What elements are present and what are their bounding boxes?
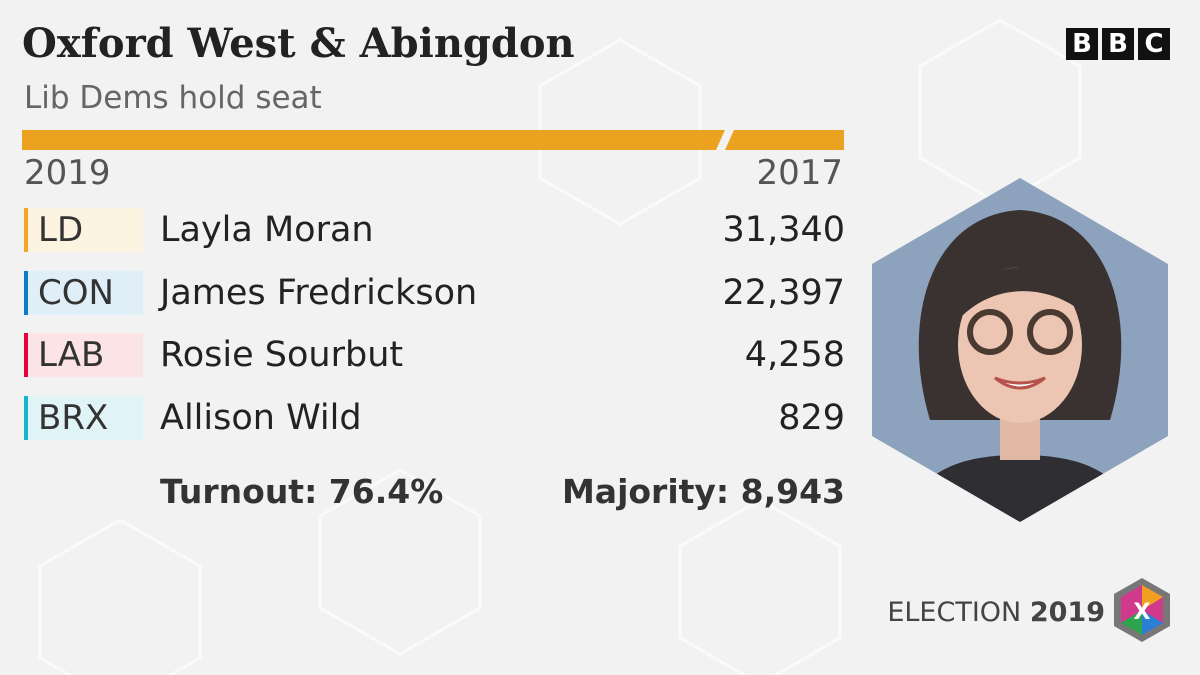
majority: Majority: 8,943 [561,472,845,511]
logo-letter: B [1066,28,1098,60]
candidate-name: Rosie Sourbut [160,335,404,375]
title: Oxford West & Abingdon [22,20,575,67]
party-label: BRX [24,395,143,440]
subtitle: Lib Dems hold seat [24,80,322,116]
election-word: ELECTION [887,597,1022,628]
vote-count: 4,258 [744,335,845,375]
vote-count: 829 [778,397,845,438]
party-label: LD [24,208,143,252]
party-label: LAB [24,333,143,377]
year-label: 2017 [756,153,843,193]
election-badge: X [1114,578,1170,642]
candidate-photo [872,178,1168,522]
candidate-name: Allison Wild [160,397,362,438]
turnout: Turnout: 76.4% [160,472,444,511]
election-label: ELECTION 2019 [887,597,1105,628]
header-bar [22,130,725,150]
election-year: 2019 [1029,597,1105,628]
logo-letter: C [1138,28,1170,60]
year-label: 2019 [24,153,111,193]
candidate-name: Layla Moran [160,210,374,250]
party-label: CON [24,270,143,315]
vote-count: 31,340 [722,210,845,250]
vote-count: 22,397 [722,272,845,313]
badge-letter: X [1134,600,1151,625]
header-bar [725,130,844,150]
logo-letter: B [1102,28,1134,60]
candidate-name: James Fredrickson [160,272,478,313]
